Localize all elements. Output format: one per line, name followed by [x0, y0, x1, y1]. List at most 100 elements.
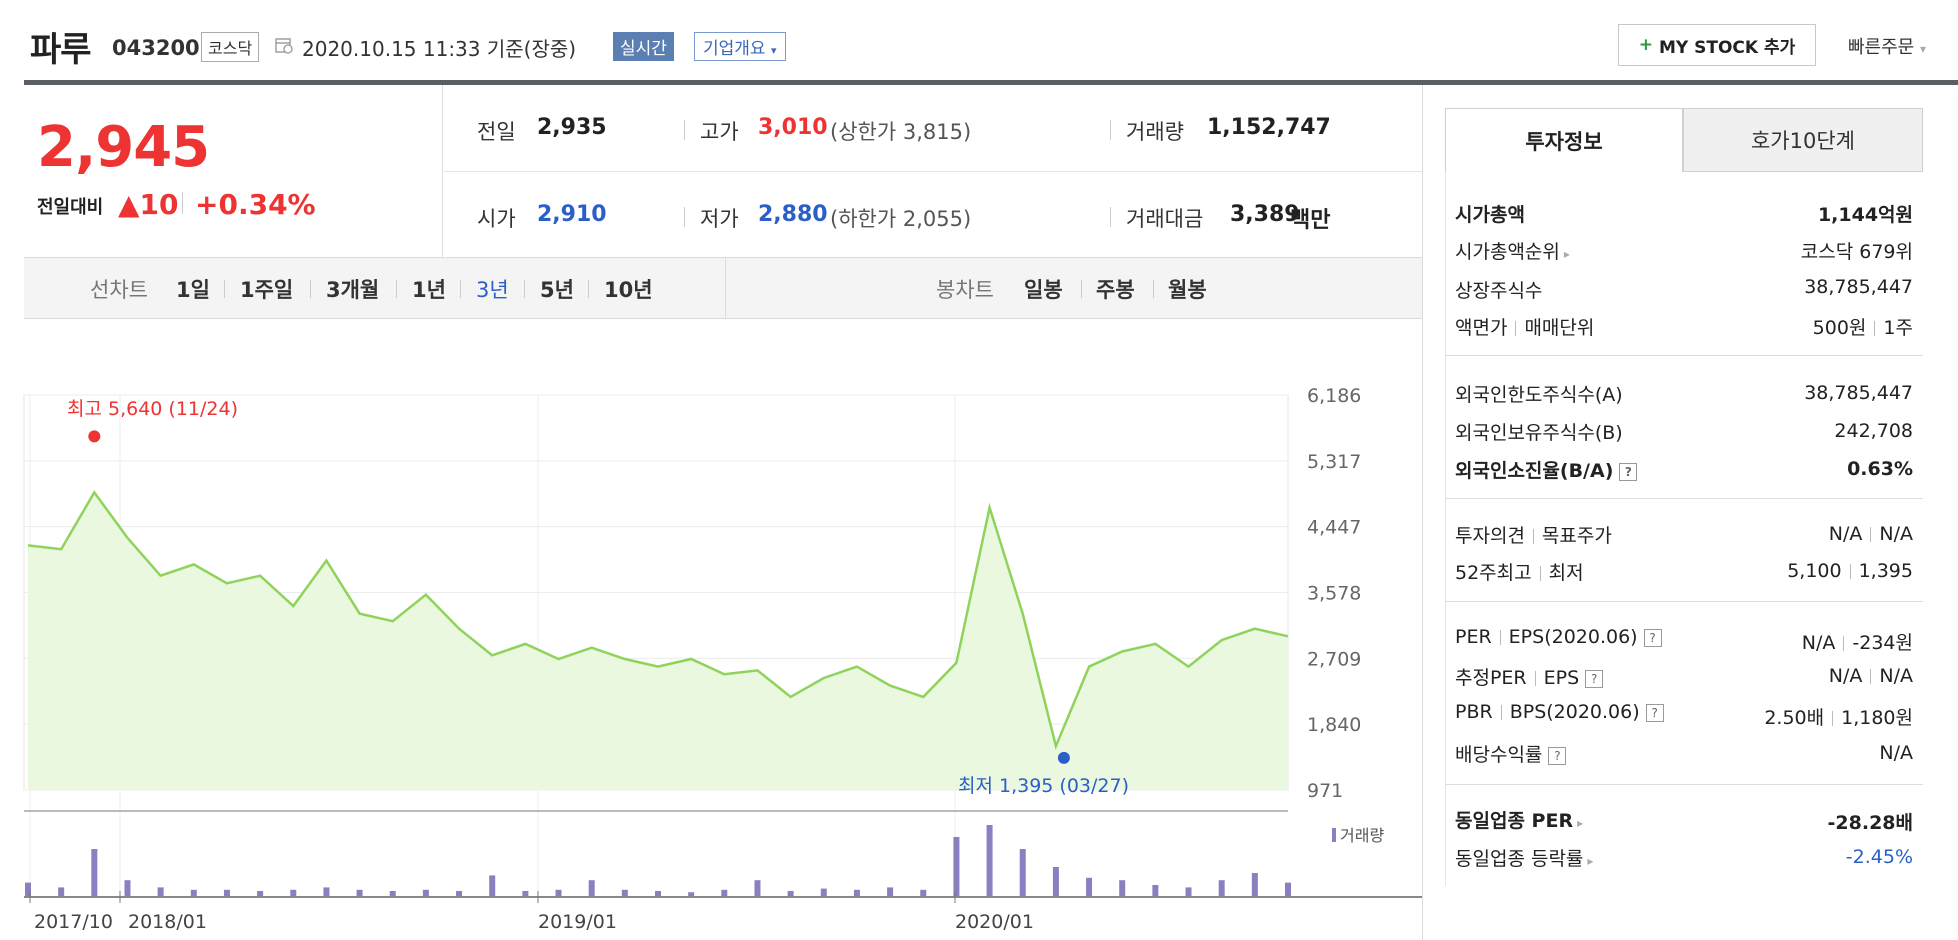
candle-chart-label: 봉차트: [936, 278, 994, 302]
listed-shares-label: 상장주식수: [1455, 280, 1543, 302]
volume-bar: [290, 889, 297, 897]
amount-unit: 백만: [1290, 208, 1331, 233]
volume-bar: [754, 880, 761, 897]
candle-daily[interactable]: 일봉: [1024, 278, 1063, 302]
period-3m[interactable]: 3개월: [326, 278, 380, 302]
current-price: 2,945: [37, 115, 210, 180]
market-badge: 코스닥: [201, 32, 260, 62]
chevron-down-icon: ▾: [770, 44, 777, 57]
x-tick-label: 2020/01: [955, 911, 1034, 933]
change-value: ▲10: [118, 188, 179, 221]
per-value: N/A -234원: [1802, 628, 1913, 655]
market-cap-rank-label[interactable]: 시가총액순위 ▸: [1455, 237, 1570, 264]
volume-bar: [555, 889, 562, 897]
divider: [524, 280, 525, 298]
divider: [1081, 280, 1082, 298]
opinion-label: 투자의견 목표주가: [1455, 521, 1612, 548]
price-box: [24, 85, 443, 257]
quote-datetime: 2020.10.15 11:33 기준(장중): [302, 37, 577, 61]
divider: [1445, 784, 1923, 785]
sector-per-value: -28.28배: [1827, 812, 1913, 834]
prev-close-value: 2,935: [537, 115, 607, 140]
divider: [684, 207, 685, 227]
volume-bar: [323, 887, 330, 897]
company-info-dropdown[interactable]: 기업개요 ▾: [694, 32, 786, 61]
help-icon[interactable]: ?: [1619, 462, 1638, 481]
volume-bar: [157, 887, 164, 897]
low-label: 저가: [700, 207, 739, 231]
52w-value: 5,100 1,395: [1787, 560, 1913, 582]
divider: [460, 280, 461, 298]
listed-shares-value: 38,785,447: [1804, 276, 1913, 298]
period-1y[interactable]: 1년: [412, 278, 446, 302]
target-price-text: 목표주가: [1541, 525, 1612, 547]
line-chart-label: 선차트: [90, 278, 148, 302]
volume-bar: [422, 889, 429, 897]
market-cap-number: 1,144억원: [1817, 204, 1913, 226]
add-my-stock-label: MY STOCK 추가: [1658, 37, 1796, 58]
est-per-value: N/A N/A: [1829, 665, 1913, 687]
sector-change-label[interactable]: 동일업종 등락률 ▸: [1455, 844, 1593, 871]
foreign-ratio-label: 외국인소진율(B/A)?: [1455, 456, 1638, 483]
divider: [725, 257, 726, 319]
volume-bar: [389, 891, 396, 897]
header-divider: [24, 80, 1958, 85]
period-1w[interactable]: 1주일: [240, 278, 294, 302]
add-my-stock-button[interactable]: + MY STOCK 추가: [1618, 24, 1816, 66]
divider: [1445, 355, 1923, 356]
divider: [1110, 207, 1111, 227]
divider: [1445, 601, 1923, 602]
realtime-button[interactable]: 실시간: [613, 32, 674, 61]
par-value-text: 액면가: [1455, 317, 1508, 339]
y-tick-label: 6,186: [1307, 385, 1361, 407]
y-axis: 6,186 5,317 4,447 3,578 2,709 1,840 971: [1307, 385, 1361, 802]
company-info-label: 기업개요: [703, 39, 766, 59]
period-5y[interactable]: 5년: [540, 278, 574, 302]
prev-close-label: 전일: [477, 120, 516, 144]
low-marker: [1057, 751, 1070, 764]
lower-limit: (하한가 2,055): [830, 207, 972, 231]
x-axis: 2017/10 2018/01 2019/01 2020/01: [24, 891, 1422, 933]
52w-high-number: 5,100: [1787, 560, 1842, 582]
divider: [1422, 85, 1423, 940]
low-value: 2,880: [758, 202, 828, 227]
volume-bar: [356, 889, 363, 897]
help-icon[interactable]: ?: [1645, 703, 1664, 722]
help-icon[interactable]: ?: [1585, 669, 1604, 688]
upper-limit: (상한가 3,815): [830, 120, 972, 144]
volume-bar: [1119, 880, 1126, 897]
period-3y[interactable]: 3년: [476, 278, 509, 302]
chevron-right-icon: ▸: [1587, 854, 1594, 868]
dividend-label: 배당수익률?: [1455, 740, 1567, 767]
candle-monthly[interactable]: 월봉: [1168, 278, 1207, 302]
quick-order-dropdown[interactable]: 빠른주문 ▾: [1848, 33, 1926, 59]
divider: [1874, 321, 1876, 336]
period-10y[interactable]: 10년: [604, 278, 653, 302]
high-value: 3,010: [758, 115, 828, 140]
pbr-number: 2.50배: [1764, 707, 1825, 729]
volume-bar: [91, 849, 98, 897]
change-percent: +0.34%: [195, 188, 316, 221]
tab-order-book[interactable]: 호가10단계: [1683, 108, 1923, 172]
volume-bar: [223, 889, 230, 897]
help-icon[interactable]: ?: [1548, 746, 1567, 765]
period-1d[interactable]: 1일: [176, 278, 210, 302]
volume-bar: [1152, 885, 1159, 897]
sector-per-label[interactable]: 동일업종 PER ▸: [1455, 806, 1583, 833]
help-icon[interactable]: ?: [1643, 628, 1662, 647]
volume-bar: [58, 887, 65, 897]
x-tick-label: 2018/01: [128, 911, 207, 933]
tab-investment-info[interactable]: 투자정보: [1445, 108, 1683, 172]
est-eps-number: N/A: [1879, 665, 1913, 687]
volume-bar: [1086, 877, 1093, 897]
foreign-holding-value: 242,708: [1834, 420, 1913, 442]
candle-weekly[interactable]: 주봉: [1096, 278, 1135, 302]
per-number: N/A: [1801, 632, 1836, 654]
bps-text: BPS(2020.06): [1509, 701, 1640, 723]
dividend-text: 배당수익률: [1455, 744, 1543, 766]
volume-bar: [787, 891, 794, 897]
chevron-down-icon: ▾: [1919, 42, 1927, 56]
volume-legend-label: 거래량: [1340, 826, 1384, 845]
divider: [1515, 321, 1517, 336]
y-tick-label: 1,840: [1307, 714, 1361, 736]
